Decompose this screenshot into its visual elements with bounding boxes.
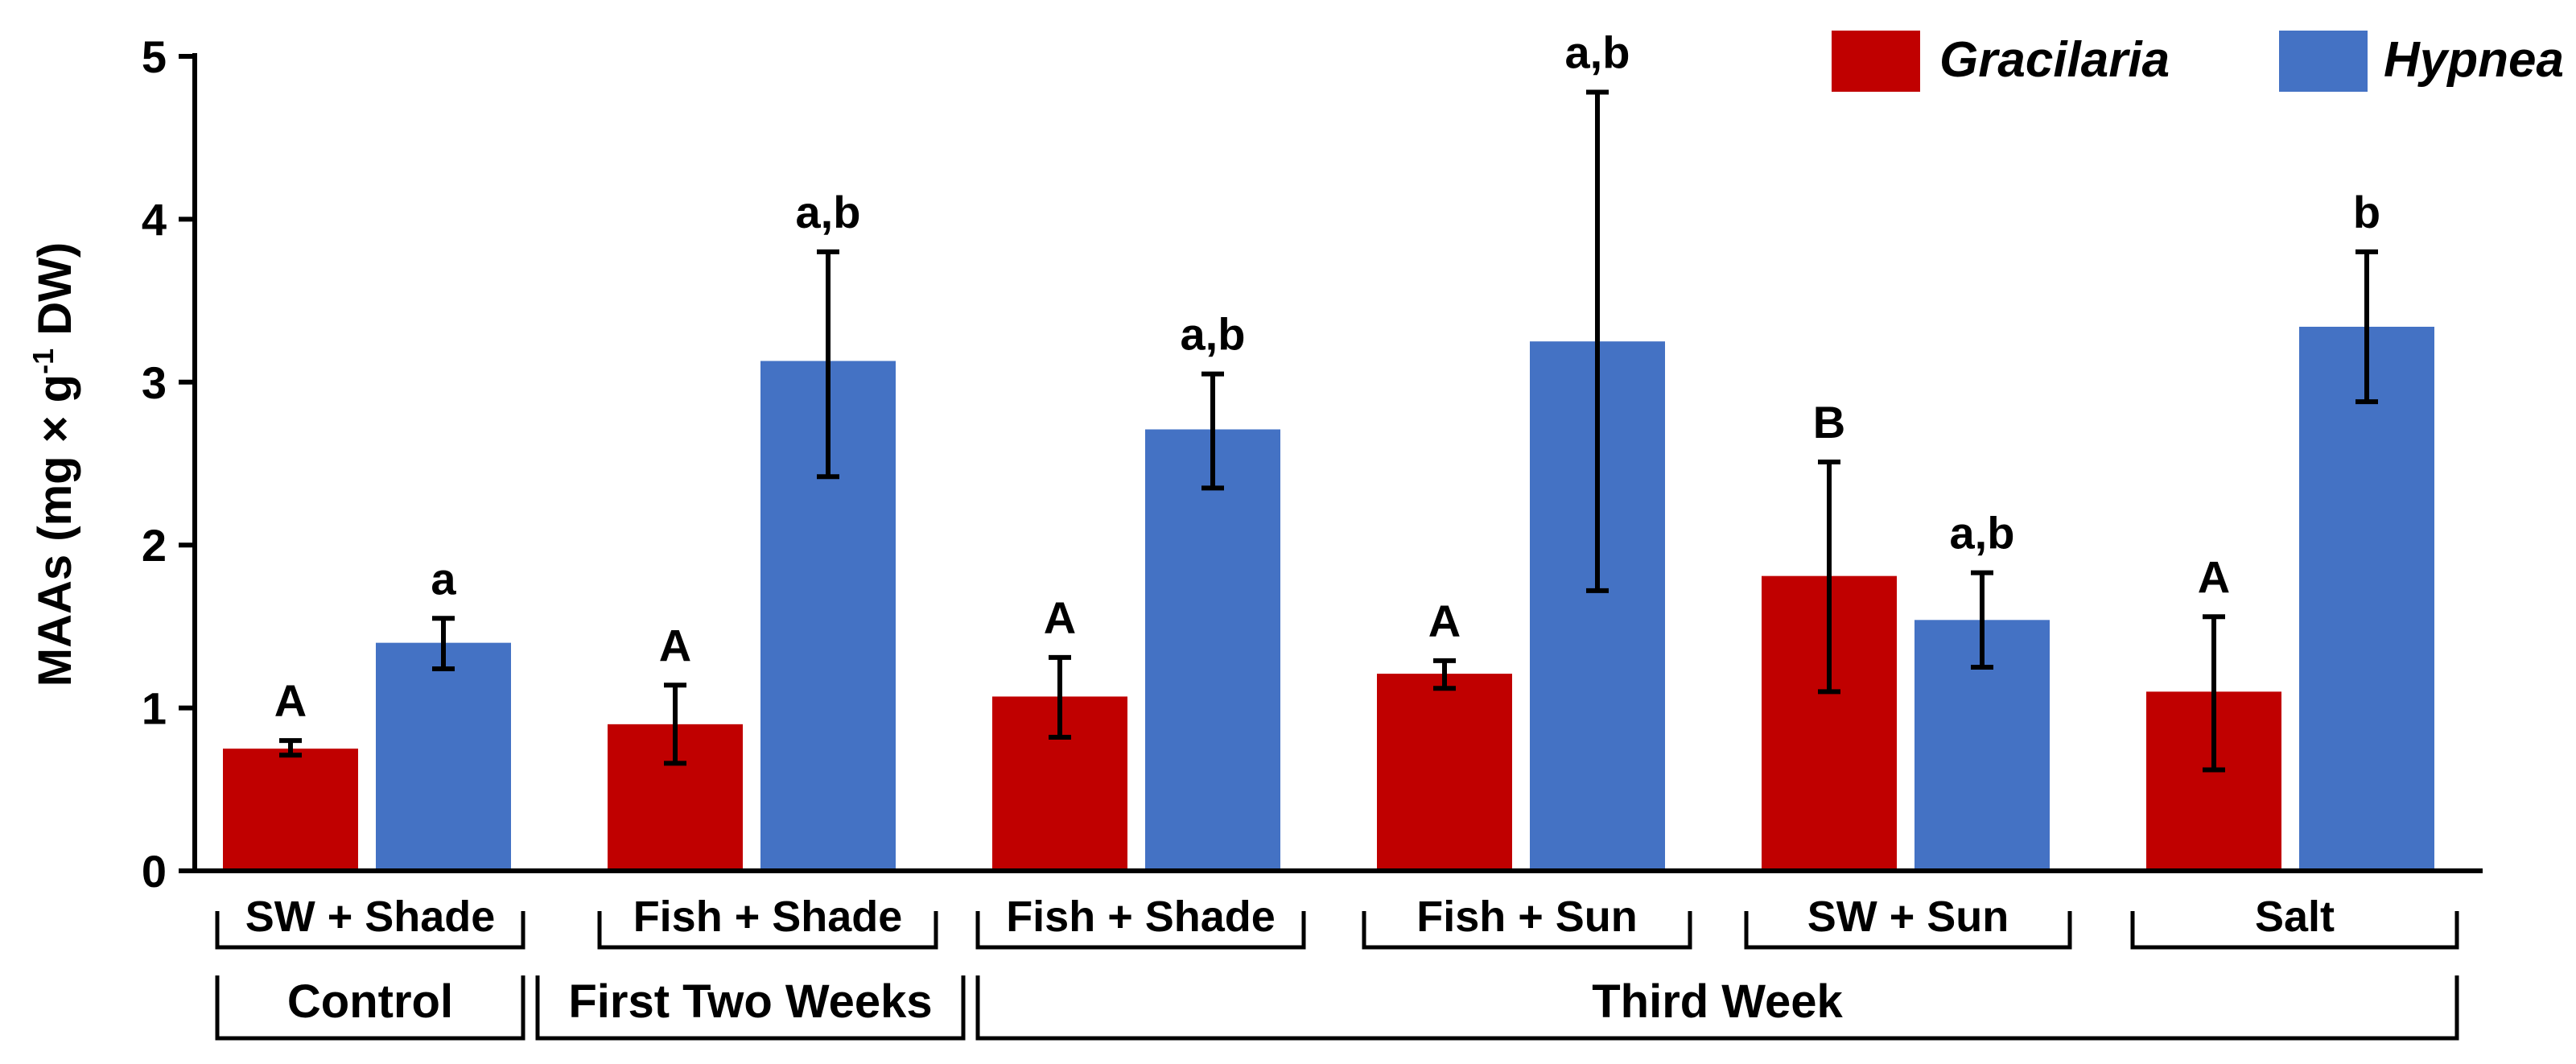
significance-label-hypnea-0: a bbox=[431, 553, 456, 604]
significance-label-gracilaria-4: B bbox=[1813, 397, 1845, 447]
category-bracket-5: Salt bbox=[2130, 893, 2459, 950]
significance-label-hypnea-1: a,b bbox=[796, 187, 861, 237]
error-bar-hypnea-5 bbox=[2355, 249, 2378, 405]
legend: Gracilaria Hypnea bbox=[1832, 31, 2564, 92]
error-bar-hypnea-1 bbox=[817, 249, 839, 480]
error-bar-hypnea-2 bbox=[1201, 371, 1224, 491]
category-label-2: Fish + Shade bbox=[1006, 893, 1276, 941]
category-bracket-line bbox=[597, 911, 938, 950]
significance-label-gracilaria-0: A bbox=[274, 675, 307, 726]
group-bracket-line bbox=[975, 975, 2459, 1041]
y-axis-label: MAAs (mg × g-1 DW) bbox=[27, 242, 81, 687]
error-bar-gracilaria-5 bbox=[2203, 614, 2225, 773]
group-label-0: Control bbox=[287, 975, 453, 1028]
category-axis-layer: SW + Shade Fish + Shade Fish + Shade Fish +… bbox=[215, 893, 2459, 1041]
category-bracket-line bbox=[215, 911, 526, 950]
significance-label-gracilaria-5: A bbox=[2198, 551, 2230, 602]
group-bracket-line bbox=[215, 975, 526, 1041]
error-bar-hypnea-4 bbox=[1971, 570, 1993, 670]
error-bar-hypnea-3 bbox=[1586, 89, 1609, 593]
legend-label-gracilaria: Gracilaria bbox=[1939, 32, 2170, 88]
error-bar-gracilaria-2 bbox=[1049, 654, 1071, 740]
significance-label-gracilaria-1: A bbox=[659, 620, 691, 670]
y-tick-label-0: 0 bbox=[142, 846, 167, 897]
category-bracket-line bbox=[2130, 911, 2459, 950]
category-bracket-4: SW + Sun bbox=[1744, 893, 2072, 950]
error-bar-gracilaria-4 bbox=[1818, 459, 1840, 695]
significance-label-hypnea-4: a,b bbox=[1950, 508, 2015, 559]
category-bracket-2: Fish + Shade bbox=[975, 893, 1306, 950]
significance-label-layer: Aa Aa,b Aa,b Aa,b Ba,b Ab bbox=[274, 27, 2380, 727]
category-label-0: SW + Shade bbox=[245, 893, 496, 941]
category-label-3: Fish + Sun bbox=[1416, 893, 1638, 941]
significance-label-gracilaria-2: A bbox=[1044, 592, 1076, 643]
bar-gracilaria-3 bbox=[1377, 674, 1512, 871]
legend-swatch-gracilaria bbox=[1832, 31, 1920, 92]
category-bracket-line bbox=[1362, 911, 1692, 950]
y-tick-label-5: 5 bbox=[142, 31, 167, 82]
bar-hypnea-5 bbox=[2299, 326, 2434, 871]
group-bracket-1: First Two Weeks bbox=[535, 975, 966, 1041]
bar-gracilaria-0 bbox=[223, 749, 358, 871]
significance-label-hypnea-5: b bbox=[2353, 187, 2380, 237]
error-bar-gracilaria-3 bbox=[1433, 658, 1456, 691]
y-tick-label-1: 1 bbox=[142, 683, 167, 734]
y-axis-label-group: MAAs (mg × g-1 DW) bbox=[27, 242, 81, 687]
category-bracket-3: Fish + Sun bbox=[1362, 893, 1692, 950]
legend-item-hypnea: Hypnea bbox=[2279, 31, 2564, 92]
legend-item-gracilaria: Gracilaria bbox=[1832, 31, 2170, 92]
group-bracket-0: Control bbox=[215, 975, 526, 1041]
y-tick-label-4: 4 bbox=[142, 194, 167, 245]
significance-label-hypnea-3: a,b bbox=[1565, 27, 1630, 78]
y-tick-label-3: 3 bbox=[142, 357, 167, 408]
bar-hypnea-2 bbox=[1145, 429, 1280, 871]
category-bracket-1: Fish + Shade bbox=[597, 893, 938, 950]
error-bar-gracilaria-1 bbox=[664, 683, 686, 766]
category-label-1: Fish + Shade bbox=[633, 893, 903, 941]
legend-swatch-hypnea bbox=[2279, 31, 2368, 92]
bar-layer bbox=[223, 326, 2434, 871]
significance-label-gracilaria-3: A bbox=[1428, 596, 1461, 646]
significance-label-hypnea-2: a,b bbox=[1181, 309, 1246, 360]
category-bracket-line bbox=[975, 911, 1306, 950]
legend-label-hypnea: Hypnea bbox=[2384, 32, 2564, 88]
category-bracket-0: SW + Shade bbox=[215, 893, 526, 950]
group-bracket-2: Third Week bbox=[975, 975, 2459, 1041]
error-bar-gracilaria-0 bbox=[279, 738, 302, 758]
bar-hypnea-0 bbox=[376, 642, 511, 871]
error-bar-hypnea-0 bbox=[432, 616, 455, 672]
group-label-2: Third Week bbox=[1592, 975, 1843, 1028]
category-label-4: SW + Sun bbox=[1807, 893, 2009, 941]
axes-layer: 0 1 2 3 4 5 bbox=[142, 31, 2483, 897]
group-label-1: First Two Weeks bbox=[568, 975, 932, 1028]
category-bracket-line bbox=[1744, 911, 2072, 950]
category-label-5: Salt bbox=[2255, 893, 2335, 941]
group-bracket-line bbox=[535, 975, 966, 1041]
y-tick-label-2: 2 bbox=[142, 520, 167, 571]
error-bar-layer bbox=[279, 89, 2378, 773]
